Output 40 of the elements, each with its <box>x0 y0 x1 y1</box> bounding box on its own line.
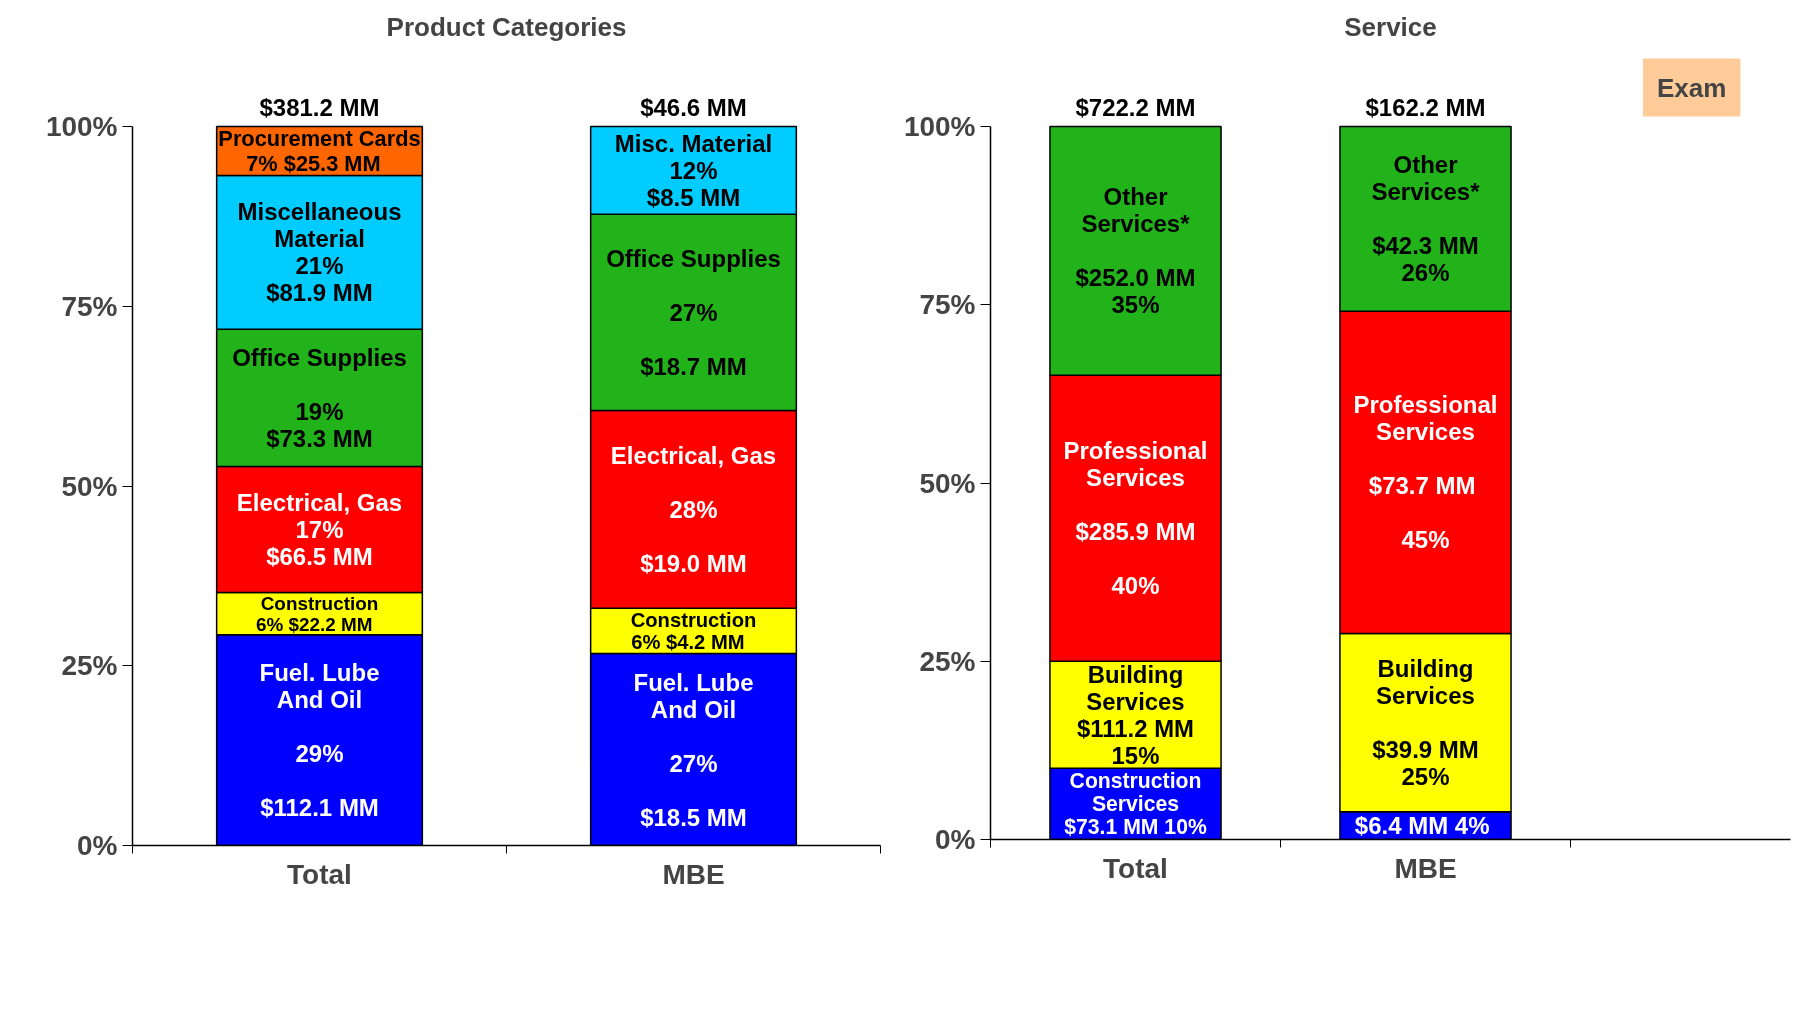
annotation: $381.2 MM <box>259 93 380 121</box>
annotation: $722.2 MM <box>1075 93 1196 121</box>
y-tick-label: 50% <box>61 470 118 502</box>
text: Exam <box>1657 72 1727 103</box>
data-label: Construction 6% $4.2 MM <box>630 608 757 653</box>
y-tick-label: 25% <box>61 650 118 682</box>
data-label: Procurement Cards 7% $25.3 MM <box>218 125 421 176</box>
x-tick-label: Total <box>1103 852 1168 884</box>
data-label: Fuel. Lube And Oil 27% $18.5 MM <box>633 668 754 831</box>
data-label: Building Services $39.9 MM 25% <box>1372 655 1479 791</box>
y-tick-label: 75% <box>61 290 118 322</box>
data-label: Other Services* $42.3 MM 26% <box>1371 151 1481 287</box>
x-tick-label: MBE <box>662 858 725 890</box>
data-label: $6.4 MM 4% <box>1354 812 1490 840</box>
data-label: Professional Services $73.7 MM 45% <box>1353 391 1498 554</box>
y-tick-label: 0% <box>935 824 976 855</box>
data-label: Miscellaneous Material 21% $81.9 MM <box>237 198 402 307</box>
data-label: Office Supplies 27% $18.7 MM <box>606 244 781 380</box>
y-tick-label: 0% <box>77 830 118 861</box>
chart-title: Product Categories <box>386 11 627 42</box>
annotation: $162.2 MM <box>1365 93 1486 121</box>
data-label: Construction 6% $22.2 MM <box>255 592 379 635</box>
y-tick-label: 100% <box>45 111 118 142</box>
y-tick-label: 50% <box>919 467 976 499</box>
data-label: Misc. Material 12% $8.5 MM <box>614 129 773 211</box>
y-tick-label: 25% <box>919 645 976 677</box>
x-tick-label: MBE <box>1394 852 1457 884</box>
y-tick-label: 100% <box>903 111 976 142</box>
data-label: Other Services* $252.0 MM 35% <box>1075 183 1196 319</box>
data-label: Professional Services $285.9 MM 40% <box>1063 437 1208 600</box>
data-label: Office Supplies 19% $73.3 MM <box>232 343 407 452</box>
data-label: Building Services $111.2 MM 15% <box>1077 660 1194 769</box>
data-label: Electrical, Gas 17% $66.5 MM <box>236 489 403 570</box>
y-tick-label: 75% <box>919 289 976 321</box>
data-label: Electrical, Gas 28% $19.0 MM <box>610 441 777 577</box>
chart-title: Service <box>1344 11 1437 42</box>
x-tick-label: Total <box>287 858 352 890</box>
data-label: Fuel. Lube And Oil 29% $112.1 MM <box>259 659 380 822</box>
data-label: Construction Services $73.1 MM 10% <box>1064 769 1207 839</box>
annotation: $46.6 MM <box>640 93 747 121</box>
